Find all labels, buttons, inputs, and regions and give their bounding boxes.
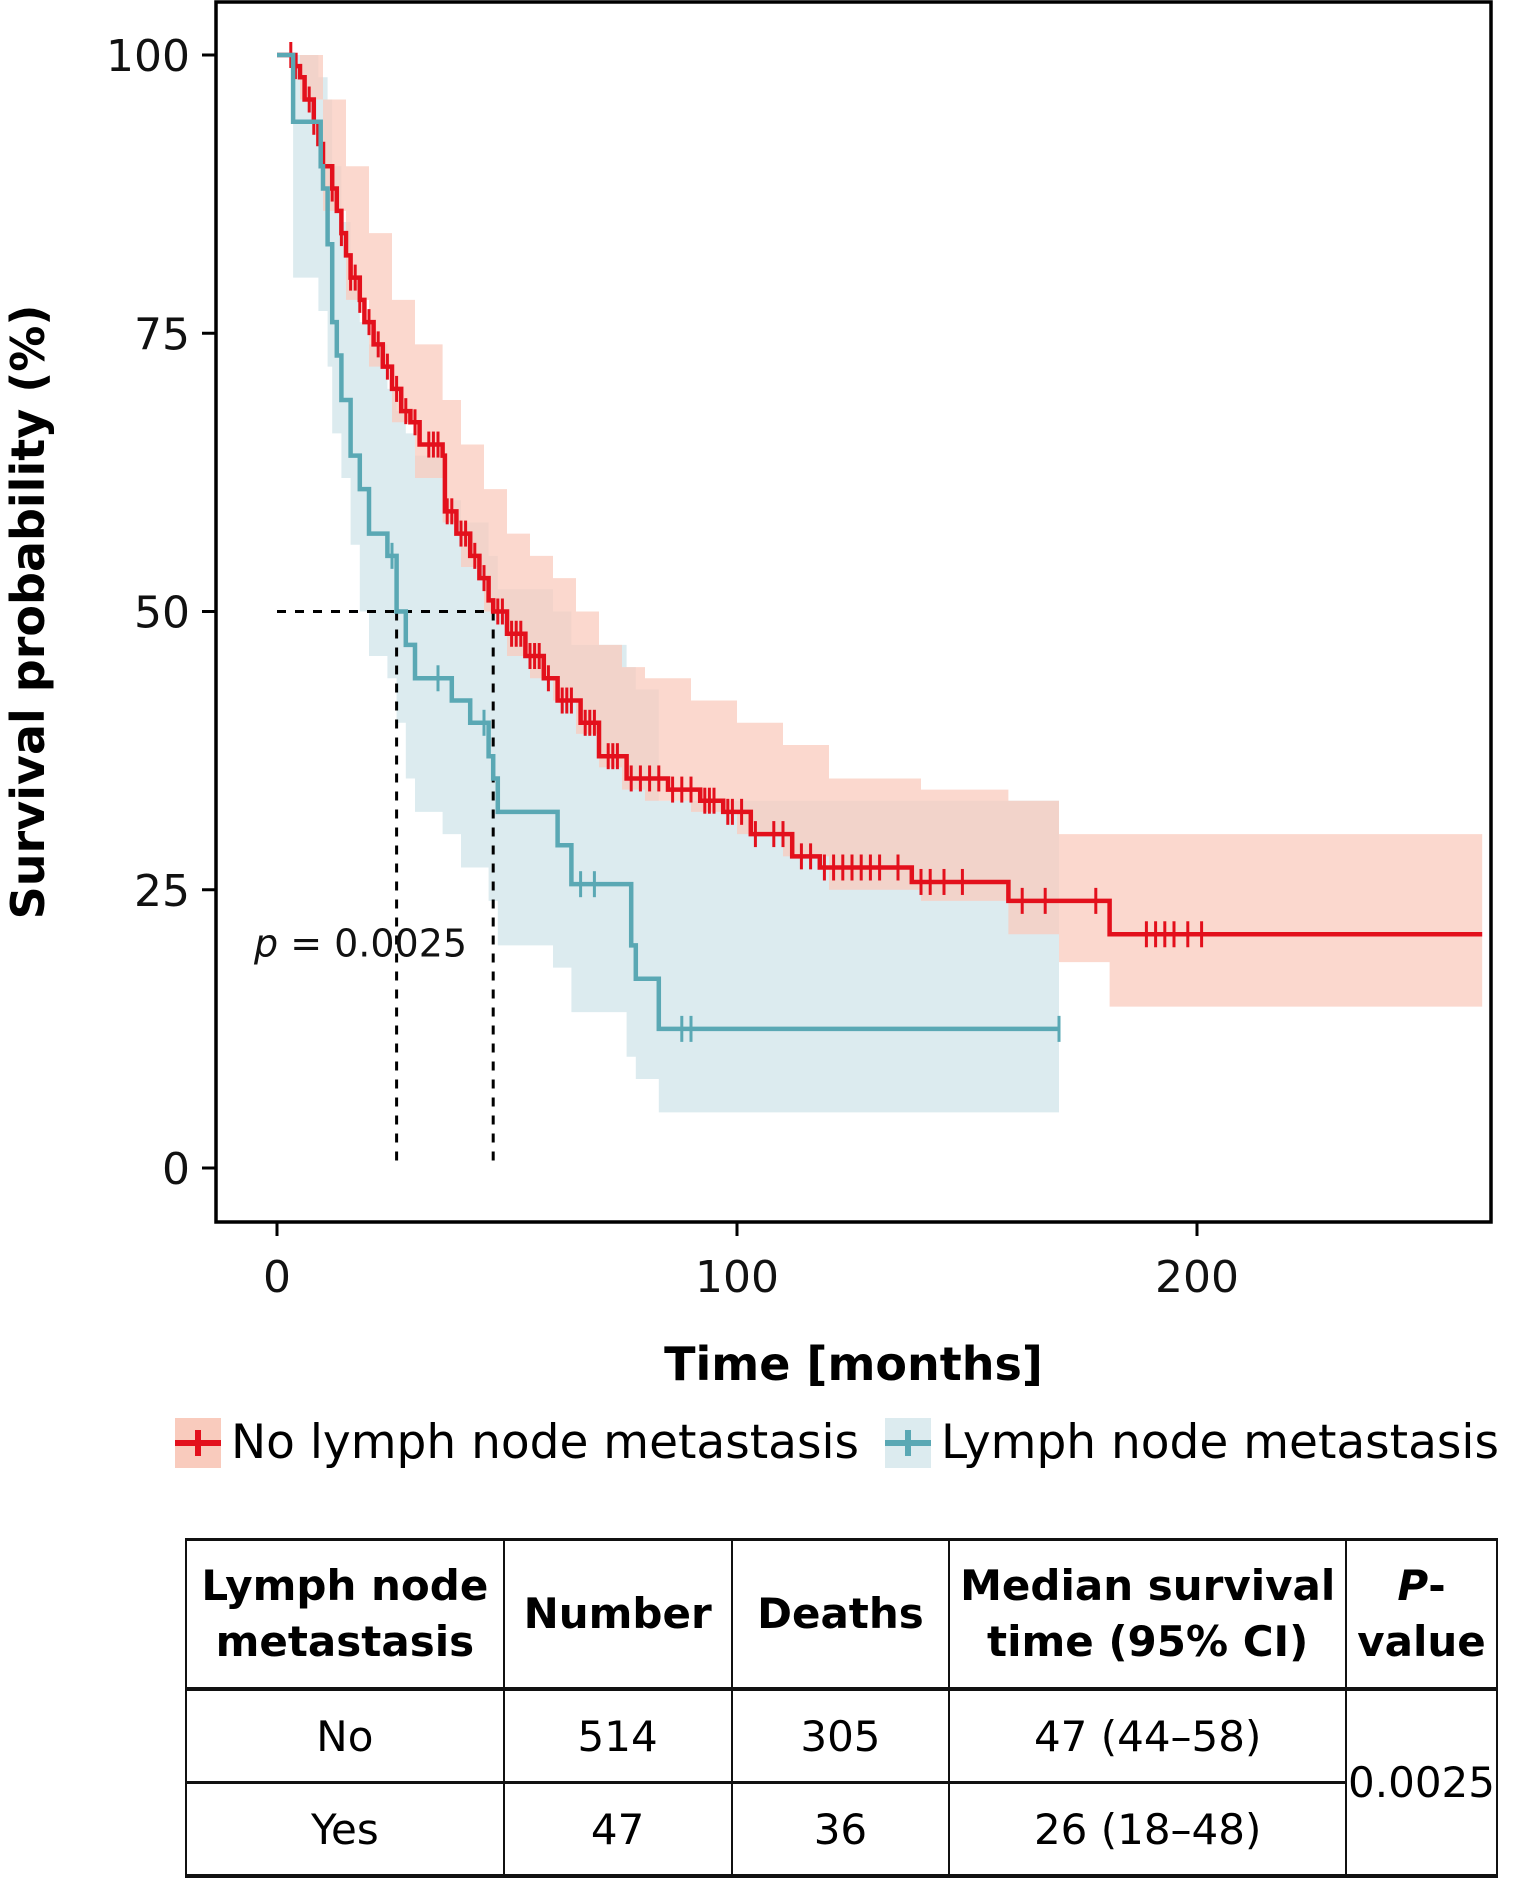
y-axis-title: Survival probability (%) bbox=[1, 305, 55, 920]
chart-legend: No lymph node metastasis Lymph node meta… bbox=[175, 1415, 1499, 1470]
header-number: Number bbox=[502, 1538, 733, 1691]
legend-item-metastasis: Lymph node metastasis bbox=[884, 1415, 1499, 1470]
ci-band-no-metastasis bbox=[277, 55, 1483, 1007]
legend-item-no-metastasis: No lymph node metastasis bbox=[175, 1415, 859, 1470]
legend-label: No lymph node metastasis bbox=[231, 1415, 859, 1470]
cell-group: No bbox=[185, 1688, 505, 1784]
survival-curves bbox=[277, 42, 1483, 1042]
legend-swatch-no-metastasis bbox=[175, 1417, 221, 1468]
cell-number: 47 bbox=[502, 1781, 733, 1877]
header-deaths: Deaths bbox=[730, 1538, 951, 1691]
cell-median: 47 (44–58) bbox=[948, 1688, 1348, 1784]
table-row: No 514 305 47 (44–58) 0.0025 bbox=[185, 1688, 1498, 1877]
table-row: Yes 47 36 26 (18–48) bbox=[185, 1781, 1497, 1877]
x-axis-title: Time [months] bbox=[664, 1337, 1043, 1391]
y-tick-label: 50 bbox=[134, 588, 190, 639]
y-tick-label: 0 bbox=[162, 1144, 190, 1195]
legend-label: Lymph node metastasis bbox=[940, 1415, 1499, 1470]
x-tick-label: 200 bbox=[1155, 1252, 1239, 1303]
cell-deaths: 36 bbox=[730, 1781, 951, 1877]
cell-median: 26 (18–48) bbox=[948, 1781, 1348, 1877]
x-tick-label: 0 bbox=[263, 1252, 291, 1303]
cell-p-value: 0.0025 bbox=[1345, 1688, 1498, 1877]
cell-number: 514 bbox=[502, 1688, 733, 1784]
cell-group: Yes bbox=[185, 1781, 505, 1877]
survival-summary-table: Lymph node metastasis Number Deaths Medi… bbox=[185, 1538, 1498, 1878]
legend-swatch-metastasis bbox=[884, 1417, 931, 1468]
y-tick-label: 100 bbox=[106, 31, 190, 82]
header-group: Lymph node metastasis bbox=[185, 1538, 505, 1691]
header-p-value: P-value bbox=[1345, 1538, 1498, 1691]
confidence-bands bbox=[277, 55, 1483, 1113]
median-reference-lines bbox=[277, 610, 495, 1168]
y-tick-label: 75 bbox=[134, 309, 190, 360]
km-chart: 0 25 50 75 100 0 100 200 p = 0.0025 Time [month… bbox=[1, 0, 1493, 1391]
header-median: Median survival time (95% CI) bbox=[948, 1538, 1348, 1691]
cell-deaths: 305 bbox=[730, 1688, 951, 1784]
p-value-annotation: p = 0.0025 bbox=[253, 922, 467, 966]
km-curve-metastasis bbox=[277, 52, 1059, 1032]
table-header-row: Lymph node metastasis Number Deaths Medi… bbox=[185, 1538, 1498, 1691]
x-tick-label: 100 bbox=[695, 1252, 779, 1303]
axes: 0 25 50 75 100 0 100 200 bbox=[106, 0, 1493, 1303]
y-tick-label: 25 bbox=[134, 866, 190, 917]
